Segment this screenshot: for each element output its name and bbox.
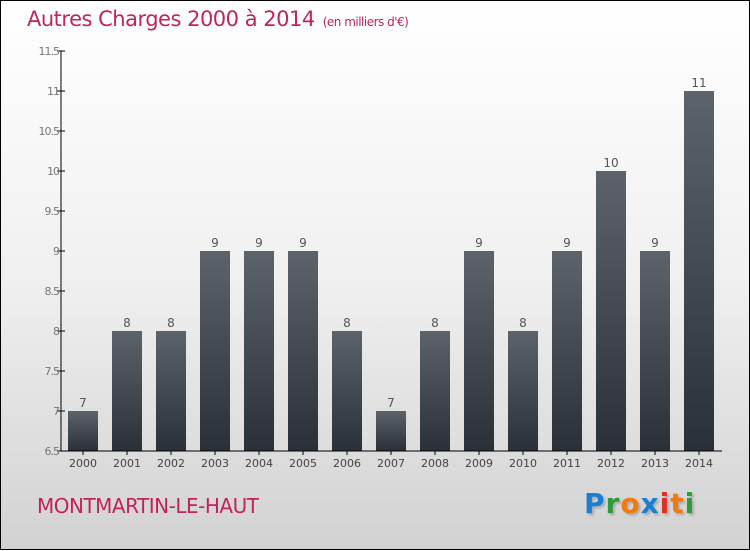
y-tick-label: 11.5 bbox=[39, 45, 60, 58]
x-tick-label: 2001 bbox=[113, 457, 141, 470]
data-label: 9 bbox=[651, 236, 659, 250]
y-tick-label: 11 bbox=[47, 85, 59, 98]
bar bbox=[508, 331, 538, 451]
logo-letter: i bbox=[659, 487, 671, 520]
bar bbox=[288, 251, 318, 451]
data-label: 8 bbox=[519, 316, 527, 330]
unit-label: (en milliers d'€) bbox=[322, 15, 409, 29]
y-tick-label: 9 bbox=[53, 245, 60, 258]
y-tick-label: 10.5 bbox=[39, 125, 60, 138]
x-tick-label: 2013 bbox=[641, 457, 669, 470]
data-label: 9 bbox=[255, 236, 263, 250]
data-label: 8 bbox=[343, 316, 351, 330]
bar bbox=[420, 331, 450, 451]
bar bbox=[640, 251, 670, 451]
data-label: 10 bbox=[603, 156, 618, 170]
commune-name: MONTMARTIN-LE-HAUT bbox=[37, 494, 259, 518]
bar bbox=[596, 171, 626, 451]
chart-title: Autres Charges 2000 à 2014 (en milliers d… bbox=[27, 7, 409, 31]
logo-letter: i bbox=[684, 487, 696, 520]
data-label: 8 bbox=[167, 316, 175, 330]
x-tick-label: 2003 bbox=[201, 457, 229, 470]
proxiti-logo[interactable]: Proxiti bbox=[584, 487, 695, 520]
data-label: 8 bbox=[431, 316, 439, 330]
bar bbox=[464, 251, 494, 451]
y-tick-label: 8.5 bbox=[45, 285, 60, 298]
bar bbox=[244, 251, 274, 451]
x-tick-label: 2014 bbox=[685, 457, 713, 470]
logo-letter: r bbox=[605, 487, 621, 520]
x-tick-label: 2004 bbox=[245, 457, 273, 470]
title-text: Autres Charges 2000 à 2014 bbox=[27, 7, 315, 31]
x-tick-label: 2006 bbox=[333, 457, 361, 470]
y-tick-label: 9.5 bbox=[45, 205, 60, 218]
bar bbox=[156, 331, 186, 451]
bar bbox=[200, 251, 230, 451]
logo-letter: o bbox=[620, 487, 641, 520]
data-label: 9 bbox=[299, 236, 307, 250]
data-label: 7 bbox=[387, 396, 395, 410]
x-tick-label: 2000 bbox=[69, 457, 97, 470]
x-tick-label: 2002 bbox=[157, 457, 185, 470]
y-tick-label: 10 bbox=[47, 165, 60, 178]
x-tick-label: 2010 bbox=[509, 457, 537, 470]
bar bbox=[684, 91, 714, 451]
bar bbox=[112, 331, 142, 451]
bar bbox=[376, 411, 406, 451]
bar bbox=[332, 331, 362, 451]
bar bbox=[552, 251, 582, 451]
y-tick-label: 8 bbox=[53, 325, 60, 338]
data-label: 7 bbox=[79, 396, 87, 410]
logo-letter: x bbox=[640, 487, 660, 520]
data-label: 11 bbox=[691, 76, 706, 90]
y-tick-label: 6.5 bbox=[45, 445, 60, 458]
x-tick-label: 2012 bbox=[597, 457, 625, 470]
bar bbox=[68, 411, 98, 451]
data-label: 8 bbox=[123, 316, 131, 330]
x-tick-label: 2009 bbox=[465, 457, 493, 470]
logo-letter: P bbox=[584, 487, 606, 520]
x-tick-label: 2007 bbox=[377, 457, 405, 470]
x-tick-label: 2008 bbox=[421, 457, 449, 470]
x-tick-label: 2005 bbox=[289, 457, 317, 470]
data-label: 9 bbox=[475, 236, 483, 250]
y-tick-label: 7 bbox=[53, 405, 60, 418]
data-label: 9 bbox=[563, 236, 571, 250]
x-tick-label: 2011 bbox=[553, 457, 581, 470]
logo-letter: t bbox=[670, 487, 685, 520]
data-label: 9 bbox=[211, 236, 219, 250]
y-tick-label: 7.5 bbox=[45, 365, 60, 378]
